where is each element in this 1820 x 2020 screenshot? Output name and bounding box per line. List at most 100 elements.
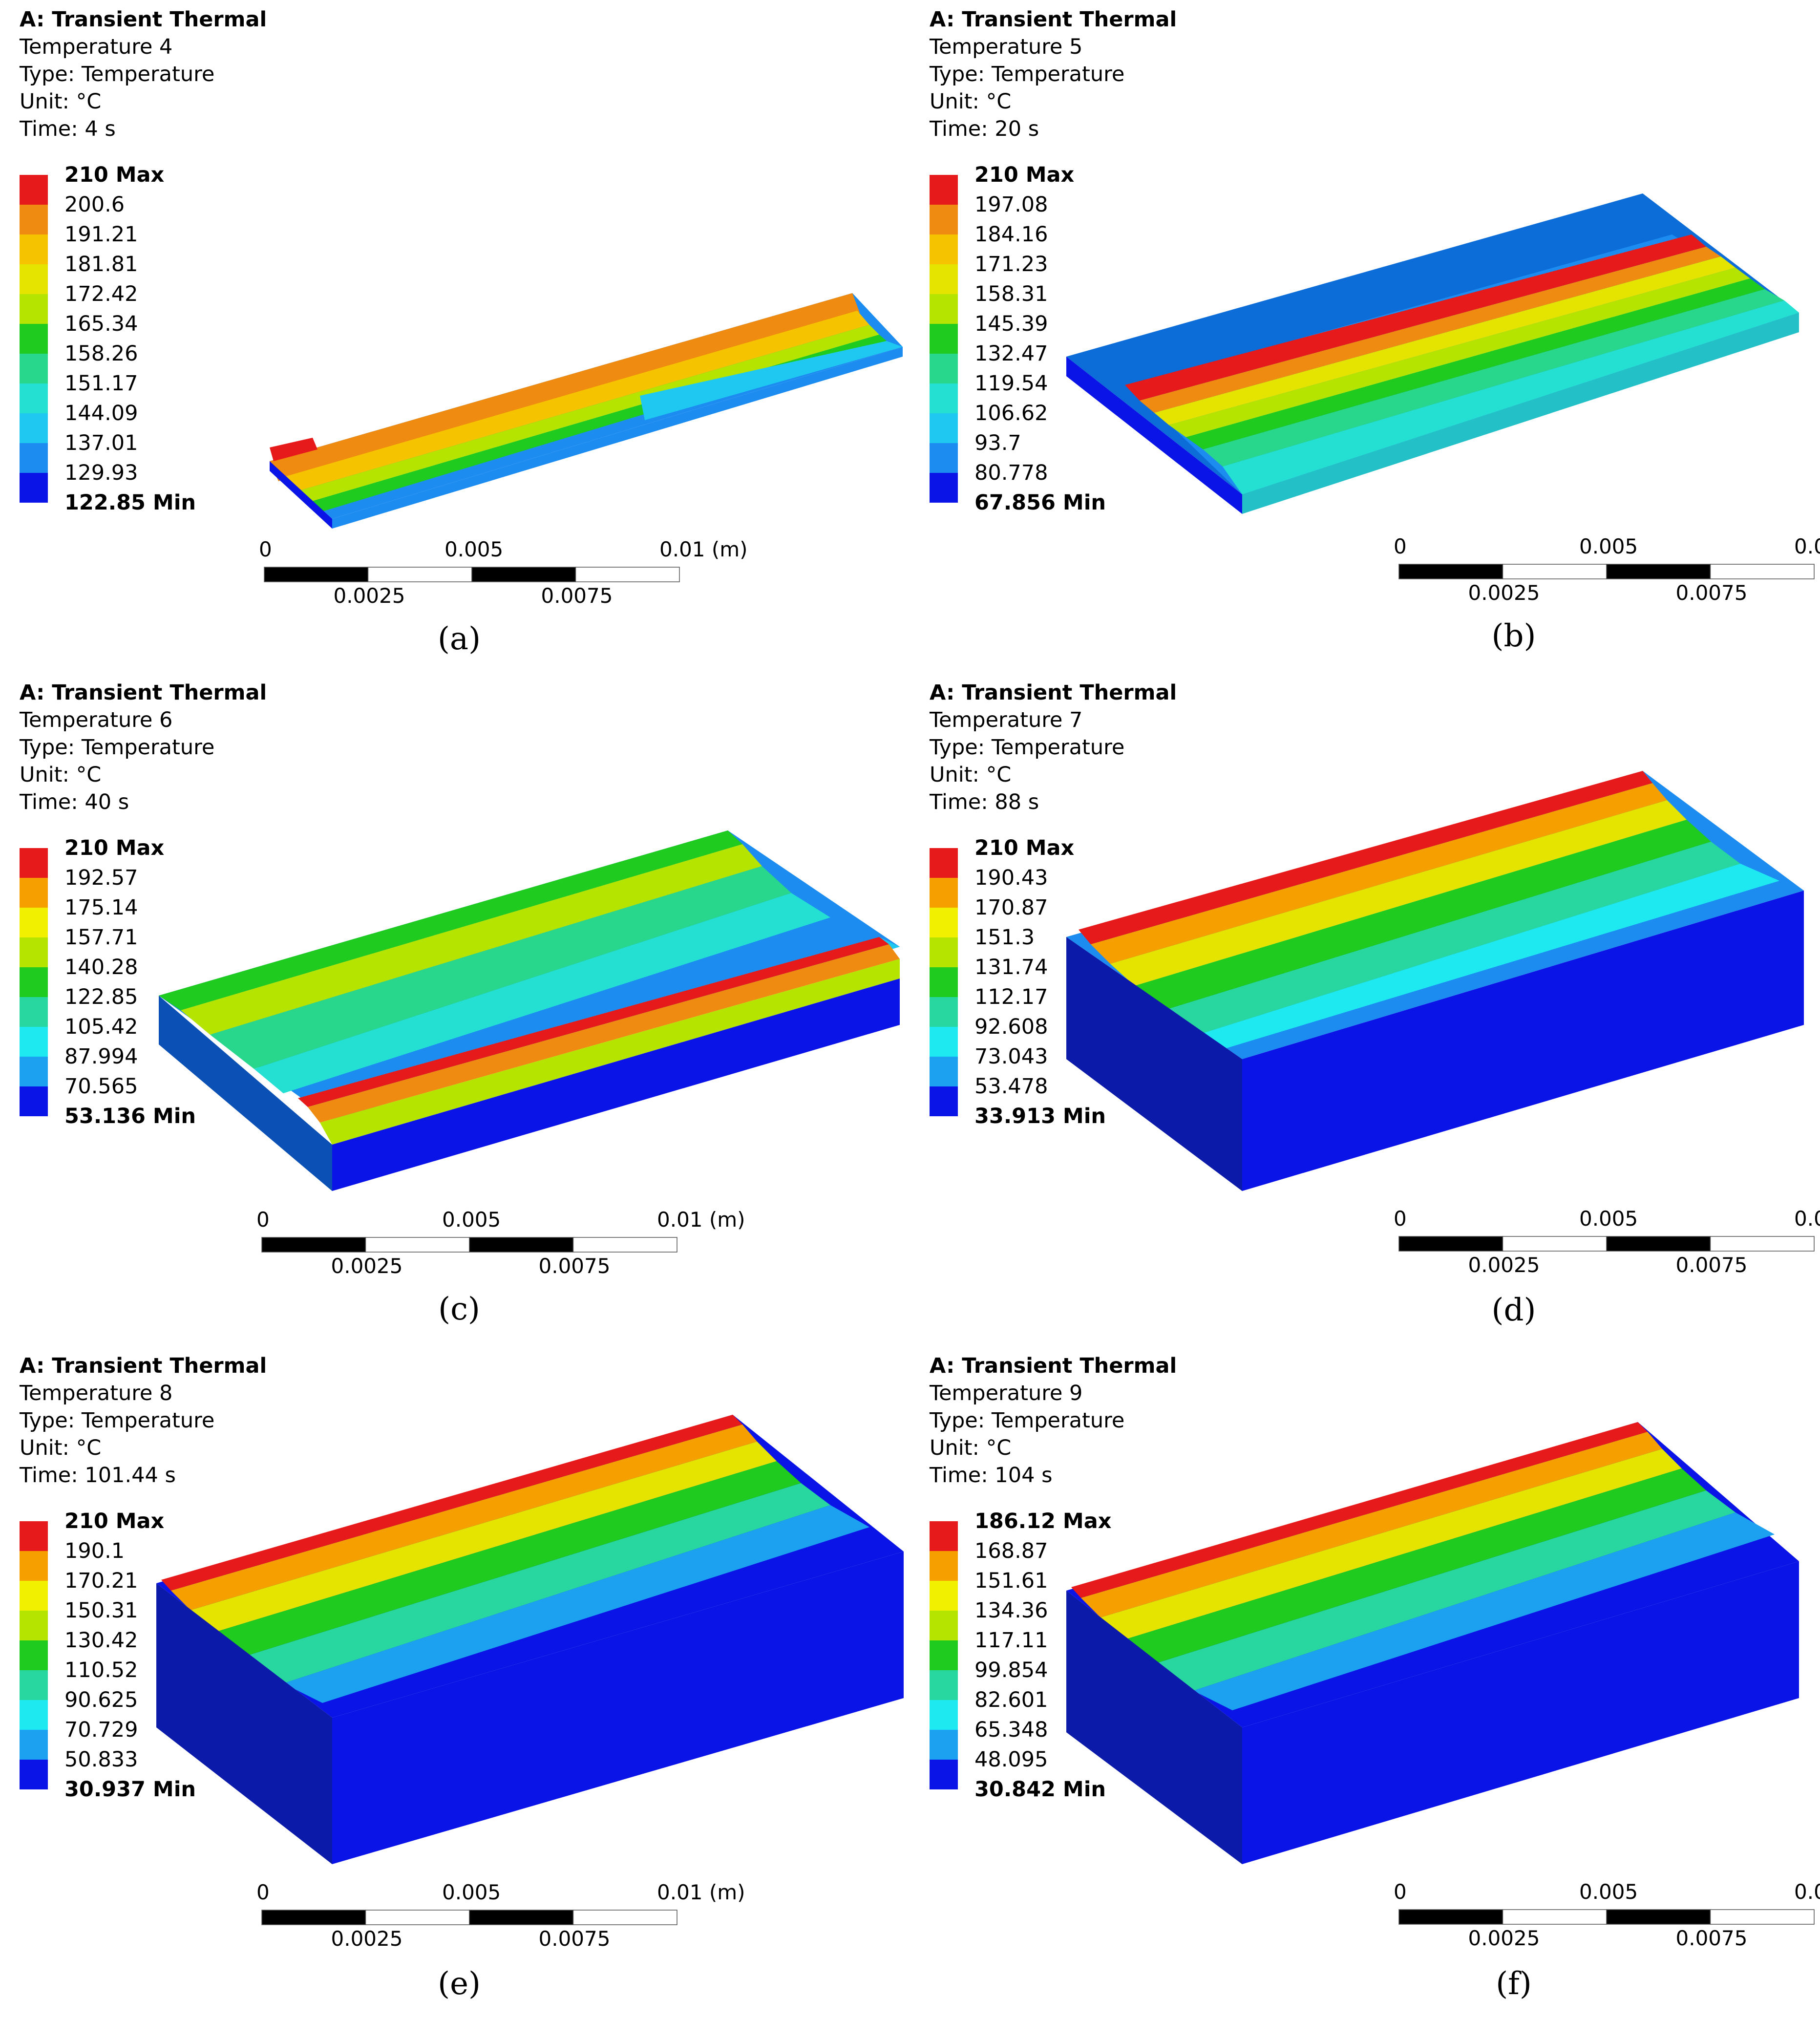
- panel-a: A: Transient Thermal Temperature 4 Type:…: [0, 0, 910, 673]
- contour-band: [1193, 1512, 1775, 1710]
- legend-tick-label: 129.93: [64, 461, 138, 485]
- model-side-face: [332, 347, 903, 529]
- panel-caption: (a): [437, 621, 481, 657]
- scale-tick-label: 0.0075: [538, 1927, 611, 1951]
- legend-swatch: [930, 967, 958, 997]
- legend-swatch: [930, 234, 958, 264]
- legend-swatch: [20, 1551, 48, 1581]
- scale-tick-label: 0.0025: [331, 1254, 403, 1278]
- legend-min-label: 30.937 Min: [64, 1777, 196, 1802]
- legend-swatch: [930, 878, 958, 908]
- scale-tick-label: 0: [256, 1880, 270, 1904]
- legend-tick-label: 73.043: [974, 1044, 1048, 1069]
- legend-tick-label: 170.87: [974, 895, 1048, 920]
- panel-f: A: Transient Thermal Temperature 9 Type:…: [910, 1346, 1820, 2020]
- scale-tick-label: 0: [1394, 1207, 1407, 1231]
- scale-bar-segments: [1398, 564, 1815, 579]
- legend-swatch: [930, 1086, 958, 1116]
- legend-max-label: 210 Max: [974, 163, 1075, 187]
- legend-swatch: [20, 1640, 48, 1670]
- legend-tick-label: 119.54: [974, 371, 1048, 396]
- legend-max-label: 210 Max: [64, 836, 165, 860]
- legend-swatch: [20, 473, 48, 503]
- heated-strip: [298, 937, 889, 1107]
- panel-e: A: Transient Thermal Temperature 8 Type:…: [0, 1346, 910, 2020]
- scale-tick-label: 0: [256, 1208, 270, 1232]
- legend-tick-label: 99.854: [974, 1658, 1048, 1682]
- result-time: Time: 4 s: [20, 117, 116, 141]
- scale-bar-segment: [1398, 1909, 1503, 1925]
- scale-tick-label: 0.0025: [1468, 581, 1540, 605]
- legend-tick-label: 145.39: [974, 312, 1048, 336]
- scale-bar-segments: [264, 567, 680, 582]
- scale-tick-label: 0.005: [442, 1880, 501, 1904]
- result-unit: Unit: °C: [930, 1436, 1012, 1460]
- legend-swatch: [20, 908, 48, 937]
- panel-caption: (b): [1491, 618, 1536, 654]
- legend-tick-label: 137.01: [64, 431, 138, 455]
- panel-caption: (f): [1496, 1966, 1532, 2002]
- result-header: A: Transient Thermal Temperature 6 Type:…: [20, 679, 267, 816]
- scale-tick-label: 0.005: [1579, 534, 1638, 558]
- contour-band: [640, 341, 903, 420]
- legend-min-label: 30.842 Min: [974, 1777, 1106, 1802]
- legend-swatch: [930, 473, 958, 503]
- scale-tick-label: 0.01 (m): [1794, 1207, 1820, 1231]
- legend-tick-label: 151.3: [974, 925, 1035, 950]
- result-type: Type: Temperature: [20, 1408, 215, 1433]
- legend-tick-label: 92.608: [974, 1015, 1048, 1039]
- legend-swatch: [930, 264, 958, 294]
- legend-swatch: [930, 383, 958, 413]
- legend-swatch: [20, 967, 48, 997]
- result-type: Type: Temperature: [930, 735, 1125, 760]
- legend-tick-label: 90.625: [64, 1688, 138, 1712]
- legend-tick-label: 150.31: [64, 1598, 138, 1623]
- scale-tick-label: 0.01 (m): [659, 537, 748, 561]
- legend-swatch: [20, 1027, 48, 1057]
- scale-tick-label: 0.005: [1579, 1880, 1638, 1904]
- legend-swatch: [930, 1057, 958, 1086]
- heated-strip: [270, 293, 860, 481]
- legend-swatch: [20, 937, 48, 967]
- legend-swatch: [20, 354, 48, 383]
- contour-band: [281, 311, 869, 492]
- legend-tick-label: 112.17: [974, 985, 1048, 1009]
- contour-band: [244, 1483, 830, 1683]
- result-unit: Unit: °C: [20, 1436, 102, 1460]
- legend-tick-label: 53.478: [974, 1074, 1048, 1099]
- scale-bar-segment: [264, 567, 369, 582]
- model-side-face: [332, 1552, 904, 1864]
- scale-bar-segments: [1398, 1236, 1815, 1252]
- legend-tick-label: 131.74: [974, 955, 1048, 979]
- legend-max-label: 210 Max: [64, 163, 165, 187]
- legend-tick-label: 190.1: [64, 1539, 125, 1563]
- scale-bar-segments: [1398, 1909, 1815, 1925]
- legend-tick-label: 190.43: [974, 866, 1048, 890]
- legend-swatch: [930, 1521, 958, 1551]
- legend-swatch: [20, 413, 48, 443]
- scale-tick-label: 0.005: [444, 537, 504, 561]
- contour-band: [1125, 1468, 1706, 1664]
- legend-swatch: [20, 1670, 48, 1700]
- result-time: Time: 40 s: [20, 790, 129, 814]
- legend-min-label: 122.85 Min: [64, 490, 196, 515]
- legend-tick-label: 170.21: [64, 1569, 138, 1593]
- legend-max-label: 210 Max: [974, 836, 1075, 860]
- contour-band: [1091, 783, 1667, 964]
- legend-swatch: [930, 908, 958, 937]
- contour-band: [171, 1425, 757, 1610]
- contour-band: [159, 830, 742, 1010]
- scale-tick-label: 0.0025: [331, 1927, 403, 1951]
- scale-bar-segment: [471, 567, 576, 582]
- legend-swatch: [930, 175, 958, 205]
- legend-tick-label: 93.7: [974, 431, 1021, 455]
- legend-tick-label: 184.16: [974, 222, 1048, 247]
- legend-swatch: [930, 1640, 958, 1670]
- legend-swatch: [930, 1551, 958, 1581]
- legend-tick-label: 87.994: [64, 1044, 138, 1069]
- analysis-title: A: Transient Thermal: [20, 1354, 267, 1378]
- legend-swatch: [20, 175, 48, 205]
- legend-tick-label: 144.09: [64, 401, 138, 425]
- result-header: A: Transient Thermal Temperature 4 Type:…: [20, 6, 267, 143]
